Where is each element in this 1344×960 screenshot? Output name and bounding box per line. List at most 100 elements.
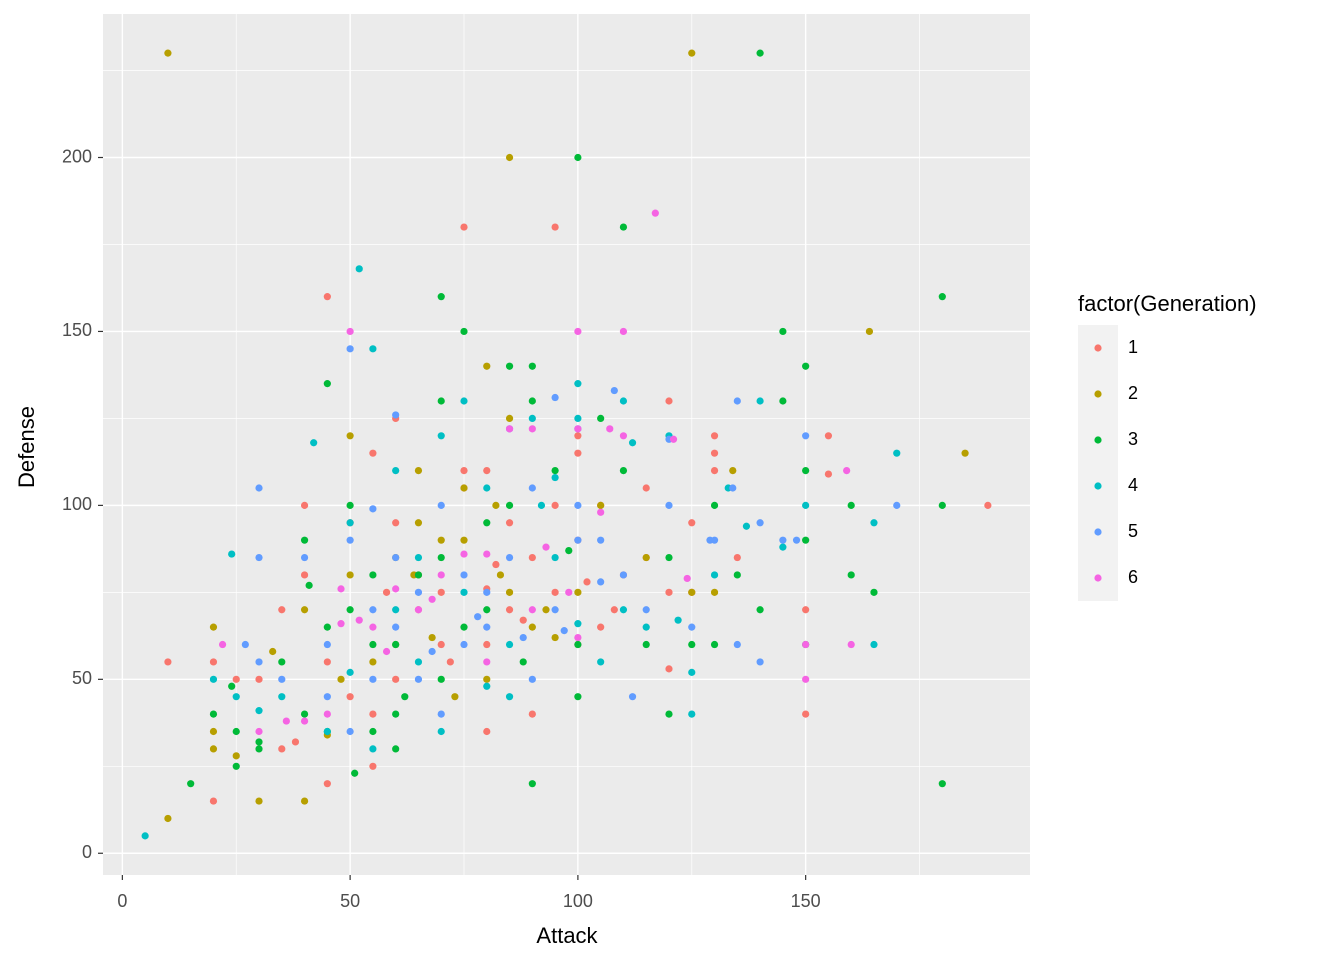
point xyxy=(893,501,901,509)
point xyxy=(414,466,423,475)
point xyxy=(619,327,628,336)
point xyxy=(414,658,423,666)
point xyxy=(300,571,309,579)
point xyxy=(483,550,491,558)
point xyxy=(437,727,445,736)
point xyxy=(574,449,582,457)
point xyxy=(346,345,354,353)
point xyxy=(574,693,582,701)
point xyxy=(505,519,514,527)
point xyxy=(414,675,423,683)
point xyxy=(597,578,605,586)
point xyxy=(355,265,363,273)
point xyxy=(483,519,491,527)
point xyxy=(346,519,354,527)
point xyxy=(574,633,582,642)
point xyxy=(351,769,359,777)
point xyxy=(228,550,236,558)
point xyxy=(428,595,436,603)
point xyxy=(597,658,605,666)
point xyxy=(865,327,874,336)
point xyxy=(437,501,445,509)
point xyxy=(369,505,377,513)
point xyxy=(583,578,591,586)
point xyxy=(392,745,400,753)
x-tick-label: 100 xyxy=(563,891,593,911)
point xyxy=(824,470,833,478)
point xyxy=(460,397,468,405)
point xyxy=(382,588,391,596)
point xyxy=(323,293,331,301)
point xyxy=(164,49,172,57)
point xyxy=(483,466,491,475)
point xyxy=(710,432,719,440)
point xyxy=(610,386,618,395)
point xyxy=(228,682,236,690)
point xyxy=(483,623,491,631)
point xyxy=(346,571,354,579)
point xyxy=(779,397,787,405)
point xyxy=(346,536,354,544)
legend-marker xyxy=(1094,528,1102,536)
point xyxy=(255,675,263,683)
point xyxy=(401,693,409,701)
point xyxy=(505,640,514,649)
point xyxy=(779,543,787,551)
point xyxy=(733,397,741,405)
point xyxy=(551,466,559,475)
point xyxy=(428,647,436,656)
point xyxy=(597,623,605,631)
point xyxy=(492,560,500,569)
point xyxy=(651,209,659,217)
point xyxy=(792,536,801,544)
point xyxy=(597,501,605,509)
point xyxy=(437,397,445,405)
point xyxy=(460,484,468,492)
point xyxy=(369,745,377,753)
point xyxy=(483,658,491,666)
point xyxy=(446,658,454,666)
point xyxy=(847,571,855,579)
point xyxy=(278,658,286,666)
point xyxy=(255,553,263,562)
point xyxy=(483,727,491,736)
point xyxy=(574,327,582,336)
y-tick-label: 50 xyxy=(72,668,92,688)
point xyxy=(300,710,309,718)
point xyxy=(209,675,218,683)
point xyxy=(323,658,331,666)
point xyxy=(346,668,354,676)
legend-marker xyxy=(1094,482,1102,490)
point xyxy=(519,616,527,624)
point xyxy=(642,606,650,614)
point xyxy=(870,519,878,527)
point xyxy=(574,432,582,440)
point xyxy=(369,658,377,666)
point xyxy=(241,640,249,649)
point xyxy=(437,432,445,440)
point xyxy=(460,640,468,649)
point xyxy=(688,49,696,57)
point xyxy=(346,432,354,440)
point xyxy=(688,588,696,596)
y-tick-label: 150 xyxy=(62,320,92,340)
point xyxy=(451,693,459,701)
point xyxy=(392,640,400,649)
point xyxy=(710,588,719,596)
point xyxy=(938,501,946,509)
plot-panel xyxy=(103,14,1030,875)
point xyxy=(346,327,354,336)
point xyxy=(642,623,650,631)
point xyxy=(392,519,400,527)
legend-label: 4 xyxy=(1128,475,1138,495)
point xyxy=(300,501,309,509)
point xyxy=(255,658,263,666)
y-tick-label: 200 xyxy=(62,146,92,166)
point xyxy=(542,543,550,551)
point xyxy=(209,797,218,805)
point xyxy=(551,606,559,614)
point xyxy=(665,710,673,718)
point xyxy=(255,727,263,736)
point xyxy=(474,613,482,621)
point xyxy=(209,658,218,666)
